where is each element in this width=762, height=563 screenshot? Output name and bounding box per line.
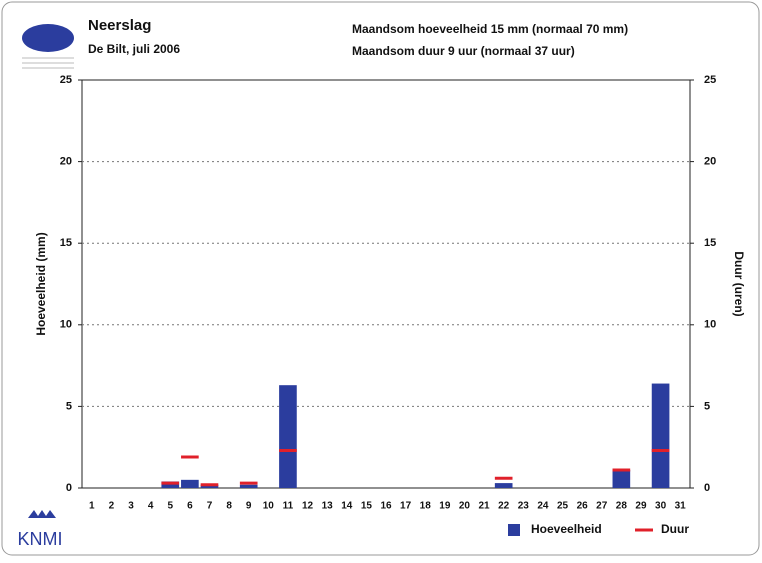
bar [495, 483, 513, 488]
x-tick-label: 20 [459, 501, 471, 512]
bar [279, 385, 297, 488]
bar [240, 485, 258, 488]
y2-tick-label: 0 [704, 482, 710, 494]
chart-title: Neerslag [88, 17, 151, 34]
x-tick-label: 29 [635, 501, 647, 512]
y-tick-label: 5 [66, 400, 72, 412]
annotation: Maandsom hoeveelheid 15 mm (normaal 70 m… [352, 22, 628, 36]
legend-label: Duur [661, 522, 689, 536]
y-axis-label: Hoeveelheid (mm) [34, 232, 48, 335]
x-tick-label: 30 [655, 501, 667, 512]
y2-tick-label: 25 [704, 74, 716, 86]
x-tick-label: 4 [148, 501, 154, 512]
chart: Neerslag De Bilt, juli 2006 Maandsom hoe… [0, 0, 762, 558]
bar [613, 470, 631, 488]
x-tick-label: 8 [226, 501, 232, 512]
x-tick-label: 24 [537, 501, 549, 512]
x-tick-label: 12 [302, 501, 314, 512]
x-tick-label: 9 [246, 501, 252, 512]
x-tick-label: 11 [283, 501, 294, 512]
x-tick-label: 17 [400, 501, 412, 512]
x-tick-label: 15 [361, 501, 373, 512]
y-tick-label: 15 [60, 237, 72, 249]
x-tick-label: 25 [557, 501, 569, 512]
x-tick-label: 10 [263, 501, 275, 512]
x-tick-label: 13 [322, 501, 334, 512]
x-tick-label: 27 [596, 501, 608, 512]
legend-label: Hoeveelheid [531, 522, 602, 536]
x-tick-label: 26 [577, 501, 589, 512]
frame [2, 2, 759, 555]
x-tick-label: 22 [498, 501, 510, 512]
x-tick-label: 2 [109, 501, 115, 512]
x-tick-label: 5 [167, 501, 173, 512]
x-tick-label: 16 [380, 501, 392, 512]
x-tick-label: 14 [341, 501, 353, 512]
bar [652, 384, 670, 488]
x-tick-label: 21 [479, 501, 491, 512]
x-tick-label: 18 [420, 501, 432, 512]
x-tick-label: 31 [675, 501, 687, 512]
y2-tick-label: 10 [704, 319, 716, 331]
x-tick-label: 28 [616, 501, 628, 512]
y-tick-label: 25 [60, 74, 72, 86]
x-tick-label: 1 [89, 501, 95, 512]
y2-axis-label: Duur (uren) [732, 251, 746, 316]
y-tick-label: 10 [60, 319, 72, 331]
y-tick-label: 0 [66, 482, 72, 494]
y2-tick-label: 15 [704, 237, 716, 249]
x-tick-label: 19 [439, 501, 451, 512]
x-tick-label: 7 [207, 501, 213, 512]
y2-tick-label: 5 [704, 400, 710, 412]
x-tick-label: 23 [518, 501, 530, 512]
y2-tick-label: 20 [704, 156, 716, 168]
x-tick-label: 3 [128, 501, 134, 512]
y-tick-label: 20 [60, 156, 72, 168]
legend-swatch [508, 524, 520, 536]
x-tick-label: 6 [187, 501, 193, 512]
logo-text: KNMI [18, 529, 63, 549]
annotation: Maandsom duur 9 uur (normaal 37 uur) [352, 44, 575, 58]
chart-subtitle: De Bilt, juli 2006 [88, 42, 180, 56]
bar [181, 480, 199, 488]
